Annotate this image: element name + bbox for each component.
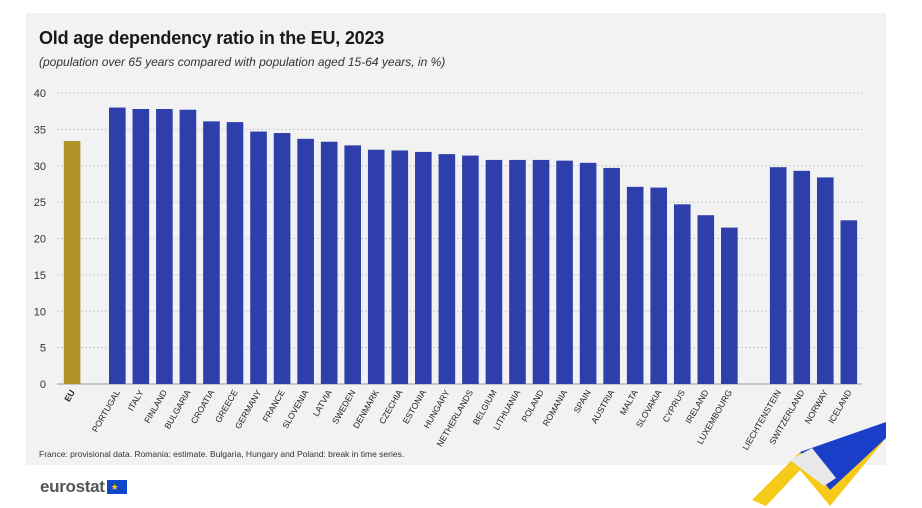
eurostat-logo: eurostat ★ bbox=[40, 477, 127, 497]
bar-croatia bbox=[203, 121, 220, 384]
bar-denmark bbox=[367, 149, 385, 384]
bar-latvia bbox=[320, 141, 338, 384]
bar-ireland bbox=[697, 215, 715, 384]
flag-stars: ★ bbox=[110, 482, 119, 492]
bar-cyprus bbox=[673, 204, 691, 384]
bar-hungary bbox=[438, 154, 456, 384]
bar-poland bbox=[532, 159, 550, 384]
bar-malta bbox=[626, 186, 644, 384]
bar-czechia bbox=[391, 150, 409, 384]
chart-subtitle: (population over 65 years compared with … bbox=[39, 55, 446, 69]
bar-sweden bbox=[344, 145, 361, 384]
bar-germany bbox=[250, 131, 267, 384]
y-tick-label: 20 bbox=[34, 234, 46, 246]
bar-iceland bbox=[840, 220, 858, 384]
bar-netherlands bbox=[462, 155, 479, 384]
bar-austria bbox=[603, 167, 620, 384]
bar-estonia bbox=[415, 151, 432, 384]
y-tick-label: 30 bbox=[34, 161, 46, 173]
bar-bulgaria bbox=[179, 109, 197, 385]
chart-title: Old age dependency ratio in the EU, 2023 bbox=[39, 28, 385, 48]
logo-text: eurostat bbox=[40, 477, 105, 496]
bar-finland bbox=[156, 109, 173, 384]
bar-lithuania bbox=[509, 159, 526, 384]
eu-flag-icon: ★ bbox=[106, 480, 127, 494]
bar-slovakia bbox=[650, 187, 668, 384]
footnote: France: provisional data. Romania: estim… bbox=[39, 449, 405, 459]
bar-italy bbox=[132, 109, 150, 384]
bar-spain bbox=[579, 162, 597, 384]
bar-romania bbox=[556, 160, 573, 384]
bar-eu bbox=[63, 141, 81, 384]
bar-liechtenstein bbox=[769, 167, 787, 384]
bar-portugal bbox=[109, 107, 126, 385]
bar-slovenia bbox=[297, 138, 314, 384]
y-tick-label: 15 bbox=[34, 270, 46, 282]
bar-switzerland bbox=[793, 170, 811, 384]
y-tick-label: 25 bbox=[34, 197, 46, 209]
y-tick-label: 10 bbox=[34, 306, 46, 318]
y-tick-label: 40 bbox=[34, 88, 46, 100]
bar-belgium bbox=[485, 159, 503, 384]
bar-france bbox=[273, 133, 291, 384]
bar-greece bbox=[226, 122, 244, 384]
y-tick-label: 0 bbox=[40, 379, 46, 391]
y-tick-label: 35 bbox=[34, 124, 46, 136]
bar-norway bbox=[816, 177, 834, 384]
bar-luxembourg bbox=[721, 227, 738, 384]
y-tick-label: 5 bbox=[40, 343, 46, 355]
